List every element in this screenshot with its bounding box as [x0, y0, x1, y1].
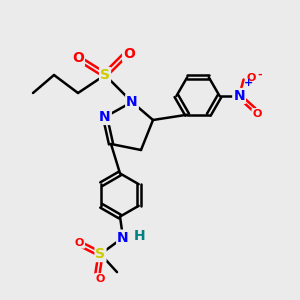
Text: H: H [134, 229, 145, 243]
Text: S: S [100, 68, 110, 82]
Text: O: O [72, 52, 84, 65]
Text: O: O [246, 73, 256, 83]
Text: N: N [233, 89, 245, 103]
Text: N: N [99, 110, 111, 124]
Text: N: N [117, 231, 129, 244]
Text: +: + [244, 77, 253, 88]
Text: N: N [126, 95, 138, 109]
Text: O: O [95, 274, 105, 284]
Text: O: O [252, 109, 262, 119]
Text: S: S [95, 247, 106, 261]
Text: -: - [258, 70, 262, 80]
Text: O: O [123, 47, 135, 61]
Text: O: O [75, 238, 84, 248]
